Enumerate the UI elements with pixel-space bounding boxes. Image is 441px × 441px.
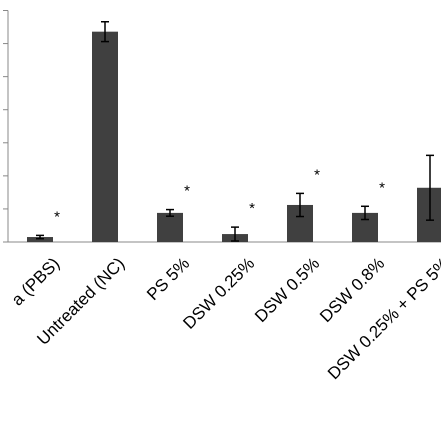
significance-mark: * xyxy=(379,179,385,196)
x-tick-label: a (PBS) xyxy=(8,254,64,310)
bar xyxy=(92,31,118,243)
bar xyxy=(417,187,441,242)
significance-mark: * xyxy=(54,208,60,225)
significance-mark: * xyxy=(314,166,320,183)
significance-mark: * xyxy=(184,183,190,200)
x-tick-label: PS 5% xyxy=(143,254,193,304)
x-tick-label: DSW 0.5% xyxy=(251,254,323,326)
bar xyxy=(157,212,183,242)
x-tick-label: DSW 0.25% + PS 5% xyxy=(324,254,441,383)
significance-mark: * xyxy=(249,200,255,217)
bar xyxy=(27,237,53,242)
